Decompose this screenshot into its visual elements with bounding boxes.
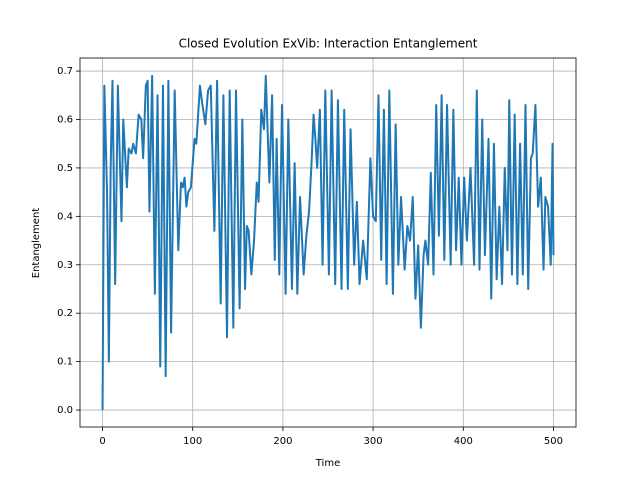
y-tick-label: 0.3 (57, 260, 73, 271)
data-line (101, 74, 555, 411)
plot-frame (79, 57, 577, 428)
x-tick-label: 400 (454, 436, 473, 447)
x-tick-label: 300 (364, 436, 383, 447)
x-tick-label: 0 (99, 436, 105, 447)
y-tick-label: 0.5 (57, 163, 73, 174)
chart-title: Closed Evolution ExVib: Interaction Enta… (179, 37, 478, 51)
x-tick-label: 500 (544, 436, 563, 447)
y-tick-label: 0.6 (57, 115, 73, 126)
y-tick-label: 0.7 (57, 66, 73, 77)
x-axis-label: Time (315, 458, 340, 469)
x-tick-label: 200 (273, 436, 292, 447)
y-tick-label: 0.0 (57, 405, 73, 416)
x-tick-label: 100 (183, 436, 202, 447)
y-tick-label: 0.1 (57, 357, 73, 368)
y-tick-label: 0.2 (57, 308, 73, 319)
y-axis-label: Entanglement (31, 208, 42, 279)
y-tick-label: 0.4 (57, 211, 73, 222)
